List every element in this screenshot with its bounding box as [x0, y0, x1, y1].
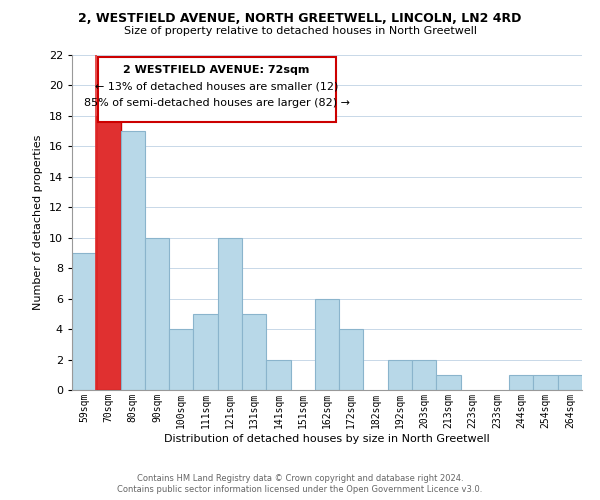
Bar: [242, 314, 266, 390]
Bar: [193, 314, 218, 390]
X-axis label: Distribution of detached houses by size in North Greetwell: Distribution of detached houses by size …: [164, 434, 490, 444]
Bar: [169, 329, 193, 390]
Bar: [509, 375, 533, 390]
Bar: [315, 298, 339, 390]
Text: Contains HM Land Registry data © Crown copyright and database right 2024.
Contai: Contains HM Land Registry data © Crown c…: [118, 474, 482, 494]
Bar: [533, 375, 558, 390]
Bar: [412, 360, 436, 390]
Text: 2 WESTFIELD AVENUE: 72sqm: 2 WESTFIELD AVENUE: 72sqm: [124, 65, 310, 75]
Y-axis label: Number of detached properties: Number of detached properties: [33, 135, 43, 310]
Bar: [145, 238, 169, 390]
Bar: [388, 360, 412, 390]
Text: 2, WESTFIELD AVENUE, NORTH GREETWELL, LINCOLN, LN2 4RD: 2, WESTFIELD AVENUE, NORTH GREETWELL, LI…: [79, 12, 521, 26]
Bar: [72, 253, 96, 390]
Bar: [436, 375, 461, 390]
Text: ← 13% of detached houses are smaller (12): ← 13% of detached houses are smaller (12…: [95, 82, 338, 92]
Bar: [96, 116, 121, 390]
Text: Size of property relative to detached houses in North Greetwell: Size of property relative to detached ho…: [124, 26, 476, 36]
Bar: [121, 131, 145, 390]
Bar: [266, 360, 290, 390]
Text: 85% of semi-detached houses are larger (82) →: 85% of semi-detached houses are larger (…: [83, 98, 349, 108]
Bar: [558, 375, 582, 390]
Bar: [339, 329, 364, 390]
Bar: [218, 238, 242, 390]
FancyBboxPatch shape: [97, 56, 335, 122]
